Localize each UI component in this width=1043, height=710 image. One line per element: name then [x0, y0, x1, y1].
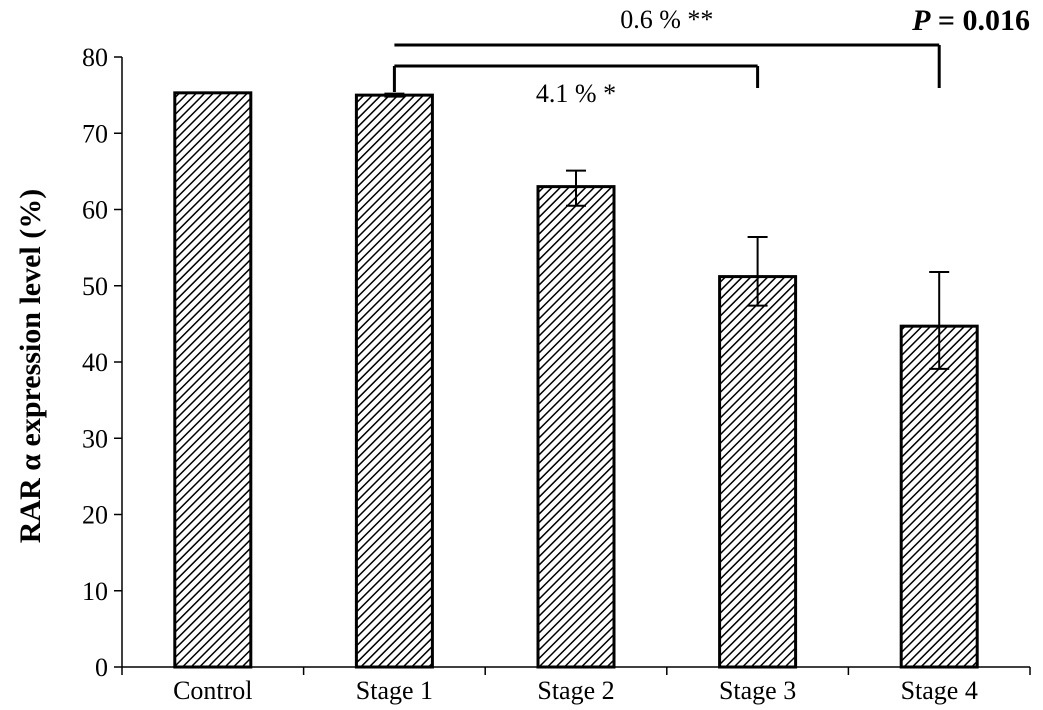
- y-tick-label: 60: [82, 196, 108, 225]
- y-tick-label: 30: [82, 424, 108, 453]
- error-bars: [384, 92, 950, 370]
- x-tick-label: Stage 3: [719, 676, 796, 705]
- y-tick-label: 70: [82, 119, 108, 148]
- x-tick-label: Stage 1: [356, 676, 433, 705]
- bar: [899, 324, 979, 669]
- y-axis-title: RAR α expression level (%): [14, 189, 47, 543]
- p-value-label: P = 0.016: [911, 4, 1030, 37]
- y-tick-label: 10: [82, 577, 108, 606]
- x-tick-label: Stage 4: [901, 676, 978, 705]
- y-tick-label: 40: [82, 348, 108, 377]
- bar: [718, 275, 798, 669]
- x-tick-label: Control: [173, 676, 252, 705]
- p-value-symbol: P: [911, 4, 931, 37]
- y-tick-label: 20: [82, 501, 108, 530]
- bracket-outer-label: 0.6 % **: [620, 5, 713, 34]
- x-tick-label: Stage 2: [537, 676, 614, 705]
- significance-annotations: 0.6 % ** 4.1 % * P = 0.016: [392, 4, 1030, 108]
- p-value-text: = 0.016: [930, 4, 1030, 37]
- y-tick-label: 0: [95, 653, 108, 682]
- bar: [536, 185, 616, 669]
- y-tick-label: 50: [82, 272, 108, 301]
- y-tick-label: 80: [82, 43, 108, 72]
- bar: [173, 91, 253, 669]
- bracket-inner-label: 4.1 % *: [536, 79, 616, 108]
- bar: [354, 93, 434, 669]
- axes: 0 10 20 30 40 50 60 70 80 Control Stage 1 Stage 2 St…: [82, 43, 1031, 705]
